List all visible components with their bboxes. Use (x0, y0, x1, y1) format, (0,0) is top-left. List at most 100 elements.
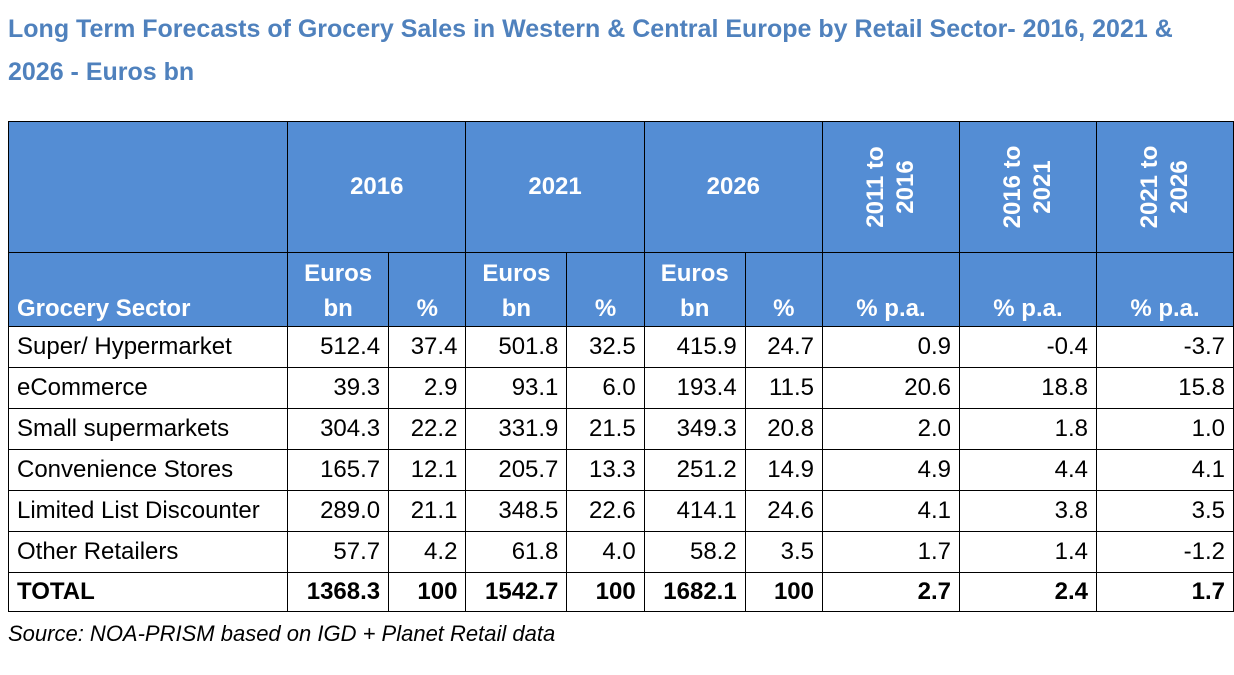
table-body: Super/ Hypermarket 512.4 37.4 501.8 32.5 415.… (7, 326, 1234, 612)
table-cell: 414.1 (643, 490, 746, 532)
table-cell: 3.5 (744, 531, 823, 573)
table-cell: 14.9 (744, 449, 823, 491)
year-header-2026: 2026 (643, 121, 823, 253)
table-cell: 512.4 (287, 326, 390, 368)
table-cell: 1.8 (958, 408, 1097, 450)
table-cell: 61.8 (465, 531, 568, 573)
table-cell: 20.6 (821, 367, 960, 409)
table-row: Limited List Discounter 289.0 21.1 348.5 22.… (7, 490, 1234, 532)
table-cell: 12.1 (388, 449, 467, 491)
total-label: TOTAL (7, 572, 289, 612)
table-cell: 20.8 (744, 408, 823, 450)
unit-header-share: % (744, 252, 823, 327)
table-cell: -1.2 (1095, 531, 1234, 573)
total-cell: 1682.1 (643, 572, 746, 612)
table-cell: 21.1 (388, 490, 467, 532)
total-cell: 2.7 (821, 572, 960, 612)
table-cell: 3.5 (1095, 490, 1234, 532)
unit-header-growth: % p.a. (1095, 252, 1234, 327)
table-cell: 3.8 (958, 490, 1097, 532)
table-cell: 501.8 (465, 326, 568, 368)
table-cell: 4.1 (1095, 449, 1234, 491)
table-cell: 331.9 (465, 408, 568, 450)
table-cell: 2.0 (821, 408, 960, 450)
table-cell: 0.9 (821, 326, 960, 368)
row-label: Other Retailers (7, 531, 289, 573)
table-row: Small supermarkets 304.3 22.2 331.9 21.5 349.… (7, 408, 1234, 450)
period-header-2011-2016: 2011 to 2016 (821, 121, 960, 253)
table-cell: 349.3 (643, 408, 746, 450)
table-cell: -3.7 (1095, 326, 1234, 368)
table-cell: 6.0 (566, 367, 645, 409)
row-label: Convenience Stores (7, 449, 289, 491)
unit-header-share: % (566, 252, 645, 327)
unit-header-share: % (388, 252, 467, 327)
source-note: Source: NOA-PRISM based on IGD + Planet … (8, 621, 556, 646)
table-cell: 289.0 (287, 490, 390, 532)
table-cell: 4.1 (821, 490, 960, 532)
table-row: Convenience Stores 165.7 12.1 205.7 13.3 251.… (7, 449, 1234, 491)
table-cell: 37.4 (388, 326, 467, 368)
table-cell: 57.7 (287, 531, 390, 573)
table-cell: 15.8 (1095, 367, 1234, 409)
unit-header-growth: % p.a. (821, 252, 960, 327)
table-cell: 18.8 (958, 367, 1097, 409)
year-header-2021: 2021 (465, 121, 645, 253)
table-cell: 4.0 (566, 531, 645, 573)
table-cell: 22.2 (388, 408, 467, 450)
total-cell: 100 (744, 572, 823, 612)
period-header-2016-2021: 2016 to 2021 (958, 121, 1097, 253)
table-cell: 1.7 (821, 531, 960, 573)
table-cell: -0.4 (958, 326, 1097, 368)
table-cell: 205.7 (465, 449, 568, 491)
total-cell: 1368.3 (287, 572, 390, 612)
row-label: eCommerce (7, 367, 289, 409)
total-cell: 1542.7 (465, 572, 568, 612)
table-cell: 24.6 (744, 490, 823, 532)
table-row: Other Retailers 57.7 4.2 61.8 4.0 58.2 3.5 1.7 1… (7, 531, 1234, 573)
total-cell: 100 (566, 572, 645, 612)
table-cell: 21.5 (566, 408, 645, 450)
table-cell: 165.7 (287, 449, 390, 491)
table-cell: 348.5 (465, 490, 568, 532)
period-header-2021-2026: 2021 to 2026 (1095, 121, 1234, 253)
table-cell: 4.9 (821, 449, 960, 491)
table-cell: 39.3 (287, 367, 390, 409)
year-header-2016: 2016 (287, 121, 467, 253)
total-row: TOTAL 1368.3 100 1542.7 100 1682.1 100 2.7 2.4 1.… (7, 572, 1234, 612)
unit-header-value: Euros bn (465, 252, 568, 327)
table-cell: 1.4 (958, 531, 1097, 573)
table-cell: 13.3 (566, 449, 645, 491)
table-cell: 251.2 (643, 449, 746, 491)
table-cell: 2.9 (388, 367, 467, 409)
table-cell: 1.0 (1095, 408, 1234, 450)
row-label: Limited List Discounter (7, 490, 289, 532)
table-cell: 4.4 (958, 449, 1097, 491)
table-row: Super/ Hypermarket 512.4 37.4 501.8 32.5 415.… (7, 326, 1234, 368)
table-cell: 304.3 (287, 408, 390, 450)
table-cell: 193.4 (643, 367, 746, 409)
table-cell: 93.1 (465, 367, 568, 409)
unit-header-growth: % p.a. (958, 252, 1097, 327)
row-label: Super/ Hypermarket (7, 326, 289, 368)
corner-header-cell (7, 121, 289, 253)
chart-title: Long Term Forecasts of Grocery Sales in … (8, 15, 1173, 86)
unit-header-value: Euros bn (643, 252, 746, 327)
total-cell: 100 (388, 572, 467, 612)
table-cell: 22.6 (566, 490, 645, 532)
row-label: Small supermarkets (7, 408, 289, 450)
table-row: eCommerce 39.3 2.9 93.1 6.0 193.4 11.5 20.6 18.8… (7, 367, 1234, 409)
table-cell: 32.5 (566, 326, 645, 368)
grocery-sales-table: 2016 2021 2026 2011 to 2016 2016 to 2021… (7, 121, 1234, 612)
unit-header-value: Euros bn (287, 252, 390, 327)
table-cell: 415.9 (643, 326, 746, 368)
grocery-sector-header: Grocery Sector (7, 252, 289, 327)
table-cell: 4.2 (388, 531, 467, 573)
table-cell: 11.5 (744, 367, 823, 409)
total-cell: 2.4 (958, 572, 1097, 612)
total-cell: 1.7 (1095, 572, 1234, 612)
table-cell: 58.2 (643, 531, 746, 573)
year-header-row: 2016 2021 2026 2011 to 2016 2016 to 2021… (7, 121, 1234, 253)
table-cell: 24.7 (744, 326, 823, 368)
unit-header-row: Grocery Sector Euros bn % Euros bn % Eur… (7, 252, 1234, 327)
